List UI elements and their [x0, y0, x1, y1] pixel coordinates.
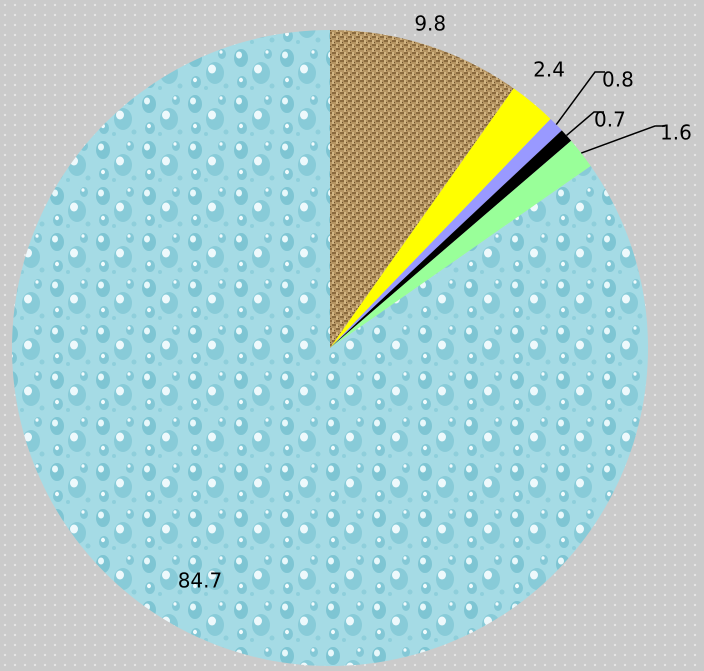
slice-label-0-8: 0.8: [602, 68, 634, 92]
slice-label-0-7: 0.7: [594, 108, 626, 132]
slice-label-84-7: 84.7: [178, 569, 223, 593]
slice-label-1-6: 1.6: [660, 121, 692, 145]
slice-label-9-8: 9.8: [414, 11, 446, 35]
pie-slice-0-8: [330, 118, 562, 348]
leader-line-0-7: [566, 111, 604, 137]
leader-line-0-8: [555, 71, 605, 126]
pie-slice-9-8: [330, 30, 514, 348]
pie-slice-84-7: [11, 30, 648, 667]
pie-slice-2-4: [330, 88, 551, 349]
pie-slice-1-6: [330, 140, 591, 348]
slice-label-2-4: 2.4: [533, 58, 565, 82]
pie-slice-0-7: [330, 130, 572, 348]
leader-line-1-6: [581, 125, 665, 154]
